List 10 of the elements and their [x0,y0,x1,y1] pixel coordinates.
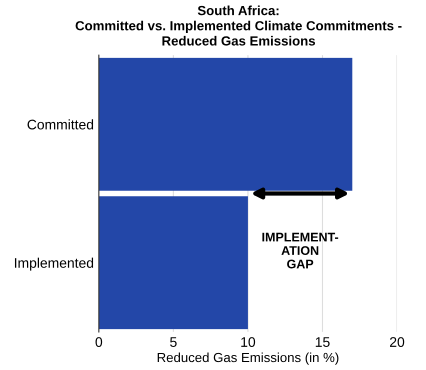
x-tick-label: 10 [241,337,256,347]
x-tick-label: 15 [316,337,330,347]
chart-title: South Africa: Committed vs. Implemented Climate Commitments - Reduced Gas Emissions [76,6,402,46]
x-axis-title: Reduced Gas Emissions (in %) [158,352,338,365]
x-tick-label: 20 [390,337,404,347]
x-tick-label: 5 [170,337,177,347]
y-tick-label: Committed [28,119,94,130]
y-tick-label: Implemented [14,258,94,271]
annotation: IMPLEMENT- ATION GAP [262,232,338,268]
x-tick-label: 0 [96,337,102,347]
